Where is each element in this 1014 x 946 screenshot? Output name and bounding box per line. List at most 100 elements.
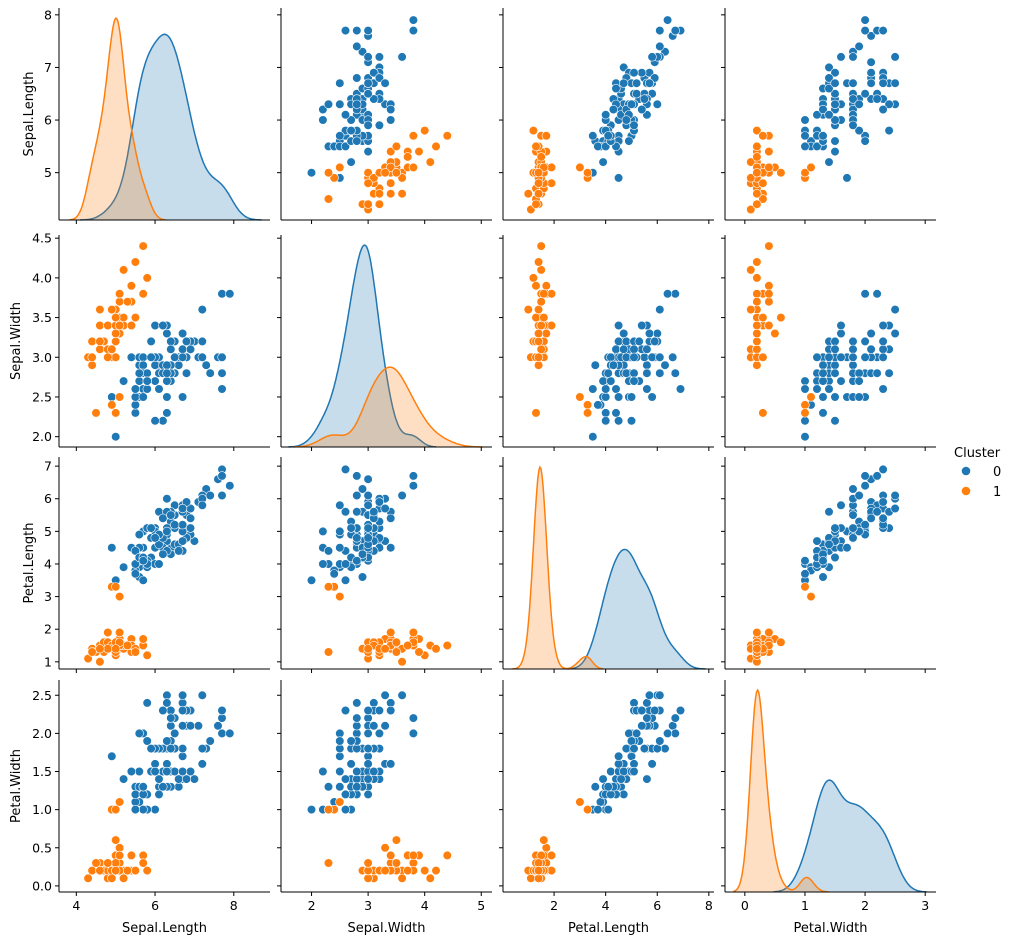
- point-cluster-0: [335, 751, 345, 761]
- point-cluster-0: [642, 344, 652, 354]
- point-cluster-1: [87, 352, 97, 362]
- point-cluster-0: [818, 408, 828, 418]
- point-cluster-0: [598, 774, 608, 784]
- point-cluster-1: [528, 273, 539, 283]
- y-tick-label: 2: [44, 622, 52, 637]
- point-cluster-1: [122, 297, 133, 307]
- kde-fill-cluster-0: [567, 549, 706, 669]
- point-cluster-0: [890, 328, 900, 339]
- point-cluster-1: [335, 591, 345, 602]
- point-cluster-0: [154, 384, 164, 394]
- legend-label-0: 0: [993, 465, 1001, 480]
- point-cluster-0: [197, 743, 207, 754]
- y-tick-label: 1: [44, 654, 52, 669]
- point-cluster-0: [637, 721, 647, 731]
- kde-line-cluster-0: [773, 779, 927, 893]
- point-cluster-0: [178, 392, 188, 402]
- point-cluster-1: [531, 281, 541, 291]
- point-cluster-0: [130, 789, 140, 800]
- y-tick-label: 5: [44, 165, 52, 180]
- point-cluster-1: [138, 858, 148, 868]
- point-cluster-1: [752, 360, 762, 370]
- point-cluster-0: [340, 705, 351, 716]
- point-cluster-0: [848, 94, 858, 104]
- point-cluster-1: [541, 281, 551, 291]
- point-cluster-0: [352, 766, 362, 777]
- point-cluster-0: [178, 721, 188, 731]
- point-cluster-0: [146, 743, 156, 754]
- point-cluster-0: [408, 728, 419, 739]
- point-cluster-0: [357, 47, 368, 57]
- point-cluster-1: [746, 173, 756, 183]
- point-cluster-0: [217, 384, 227, 394]
- point-cluster-0: [130, 804, 140, 815]
- point-cluster-0: [146, 523, 156, 533]
- point-cluster-0: [197, 690, 207, 700]
- point-cluster-1: [386, 627, 396, 638]
- point-cluster-0: [866, 328, 876, 339]
- point-cluster-0: [830, 115, 840, 125]
- point-cluster-0: [181, 368, 192, 378]
- point-cluster-0: [670, 289, 680, 299]
- point-cluster-0: [408, 471, 419, 481]
- point-cluster-1: [83, 653, 93, 664]
- point-cluster-1: [531, 408, 541, 418]
- point-cluster-1: [95, 336, 105, 347]
- point-cluster-1: [408, 850, 419, 861]
- point-cluster-0: [111, 432, 121, 442]
- x-tick-label: 8: [705, 898, 713, 913]
- point-cluster-0: [217, 352, 227, 362]
- point-cluster-0: [621, 336, 631, 347]
- point-cluster-1: [546, 850, 557, 861]
- point-cluster-0: [170, 728, 180, 739]
- point-cluster-1: [111, 328, 121, 339]
- point-cluster-1: [536, 241, 546, 251]
- point-cluster-1: [391, 168, 402, 178]
- y-axis-label: Sepal.Width: [9, 302, 24, 380]
- point-cluster-0: [595, 797, 606, 807]
- point-cluster-0: [397, 52, 407, 62]
- point-cluster-1: [130, 313, 140, 323]
- point-cluster-0: [397, 690, 407, 700]
- point-cluster-0: [818, 368, 828, 378]
- point-cluster-0: [824, 539, 834, 550]
- point-cluster-0: [878, 464, 888, 475]
- point-cluster-0: [178, 328, 188, 339]
- point-cluster-0: [860, 289, 870, 299]
- point-cluster-0: [631, 78, 642, 88]
- point-cluster-0: [800, 115, 810, 125]
- point-cluster-0: [142, 376, 152, 386]
- point-cluster-1: [95, 657, 105, 667]
- point-cluster-1: [107, 873, 117, 883]
- y-tick-label: 0.0: [32, 878, 52, 893]
- point-cluster-0: [185, 513, 196, 523]
- point-cluster-1: [363, 199, 373, 209]
- panel-sepal-length-vs-sepal-width: [277, 8, 492, 224]
- point-cluster-0: [150, 533, 160, 543]
- point-cluster-0: [386, 759, 396, 769]
- point-cluster-0: [346, 759, 356, 769]
- point-cluster-0: [637, 320, 647, 331]
- point-cluster-0: [652, 743, 662, 754]
- point-cluster-0: [408, 15, 419, 25]
- point-cluster-0: [824, 352, 834, 362]
- point-cluster-0: [836, 352, 846, 362]
- point-cluster-0: [655, 352, 665, 362]
- point-cluster-0: [650, 336, 660, 347]
- point-cluster-0: [878, 320, 888, 331]
- point-cluster-0: [138, 360, 148, 370]
- point-cluster-0: [146, 336, 156, 347]
- point-cluster-1: [531, 199, 541, 209]
- point-cluster-0: [884, 368, 894, 378]
- point-cluster-1: [764, 281, 774, 291]
- point-cluster-0: [363, 120, 373, 130]
- point-cluster-0: [598, 157, 608, 167]
- point-cluster-1: [764, 320, 774, 331]
- point-cluster-0: [624, 136, 634, 146]
- point-cluster-0: [601, 392, 611, 402]
- point-cluster-1: [533, 168, 544, 178]
- point-cluster-0: [593, 804, 603, 815]
- point-cluster-1: [323, 858, 334, 868]
- point-cluster-1: [539, 313, 549, 323]
- point-cluster-0: [154, 774, 164, 784]
